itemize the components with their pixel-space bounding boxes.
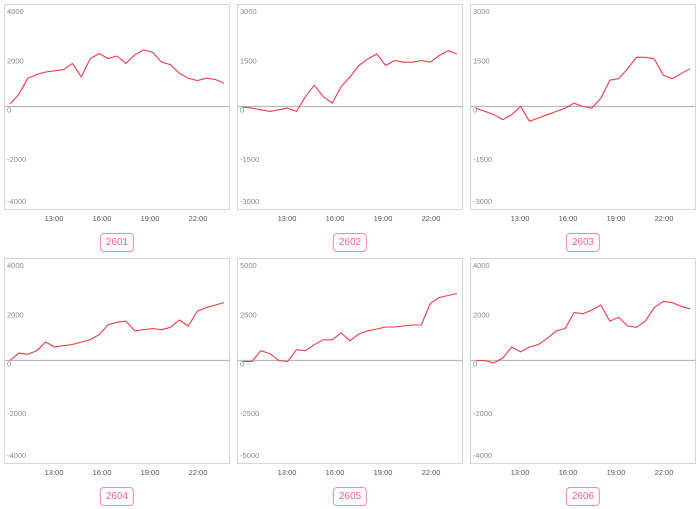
- y-tick-label: -1500: [240, 155, 259, 164]
- chart-svg: 3000 1500 0 -1500 -3000 13:00 16:00 19:00 22:00: [237, 4, 463, 223]
- y-tick-label: -4000: [473, 451, 492, 460]
- y-tick-label: 0: [473, 360, 477, 369]
- y-tick-label: 2000: [7, 310, 24, 319]
- chart-panel-2604: 4000 2000 0 -2000 -4000 13:00 16:00 19:00 22:00 2…: [4, 258, 233, 506]
- x-tick-label: 16:00: [559, 468, 578, 477]
- y-tick-label: -4000: [7, 197, 26, 206]
- x-tick-label: 22:00: [422, 214, 441, 223]
- x-tick-label: 22:00: [655, 468, 674, 477]
- y-tick-label: 4000: [7, 261, 24, 270]
- y-tick-label: 0: [7, 106, 11, 115]
- y-tick-label: 0: [240, 360, 244, 369]
- code-badge-2605[interactable]: 2605: [332, 487, 368, 506]
- x-tick-label: 16:00: [326, 214, 345, 223]
- y-tick-label: -3000: [473, 197, 492, 206]
- y-tick-label: 0: [473, 106, 477, 115]
- x-tick-label: 16:00: [559, 214, 578, 223]
- x-tick-label: 16:00: [93, 468, 112, 477]
- y-tick-label: 3000: [473, 7, 490, 16]
- chart-panel-2606: 4000 2000 0 -2000 -4000 13:00 16:00 19:00 22:00 2…: [470, 258, 699, 506]
- y-tick-label: -2500: [240, 409, 259, 418]
- code-badge-2603[interactable]: 2603: [565, 233, 601, 252]
- x-tick-label: 22:00: [189, 214, 208, 223]
- chart-svg: 4000 2000 0 -2000 -4000 13:00 16:00 19:00 22:00: [4, 258, 230, 477]
- x-tick-label: 22:00: [655, 214, 674, 223]
- y-tick-label: -4000: [7, 451, 26, 460]
- x-tick-label: 19:00: [607, 468, 626, 477]
- series-line: [243, 292, 458, 363]
- series-line: [475, 56, 691, 122]
- x-tick-label: 16:00: [93, 214, 112, 223]
- chart-svg: 3000 1500 0 -1500 -3000 13:00 16:00 19:00 22:00: [470, 4, 696, 223]
- y-tick-label: -2000: [7, 409, 26, 418]
- series-line: [476, 300, 691, 364]
- x-tick-label: 19:00: [374, 468, 393, 477]
- x-tick-label: 13:00: [278, 214, 297, 223]
- code-badge-2601[interactable]: 2601: [99, 233, 135, 252]
- y-tick-label: 1500: [240, 56, 257, 65]
- x-tick-label: 19:00: [374, 214, 393, 223]
- x-tick-label: 16:00: [326, 468, 345, 477]
- y-tick-label: -2000: [473, 409, 492, 418]
- series-line: [9, 49, 225, 105]
- x-tick-label: 22:00: [422, 468, 441, 477]
- chart-svg: 4000 2000 0 -2000 -4000 13:00 16:00 19:00 22:00: [470, 258, 696, 477]
- series-line: [242, 50, 458, 112]
- y-tick-label: 4000: [7, 7, 24, 16]
- x-tick-label: 13:00: [45, 214, 64, 223]
- chart-panel-2602: 3000 1500 0 -1500 -3000 13:00 16:00 19:00 22:00 2…: [237, 4, 466, 252]
- y-tick-label: 2500: [240, 310, 257, 319]
- code-badge-2602[interactable]: 2602: [332, 233, 368, 252]
- x-tick-label: 19:00: [141, 214, 160, 223]
- chart-panel-2601: 4000 2000 0 -2000 -4000 13:00 16:00 19:00 22:00 2…: [4, 4, 233, 252]
- x-tick-label: 13:00: [278, 468, 297, 477]
- y-tick-label: -3000: [240, 197, 259, 206]
- chart-svg: 4000 2000 0 -2000 -4000 13:00 16:00 19:00 22:00: [4, 4, 230, 223]
- x-tick-label: 13:00: [45, 468, 64, 477]
- y-tick-label: 5000: [240, 261, 257, 270]
- x-tick-label: 19:00: [141, 468, 160, 477]
- y-tick-label: -1500: [473, 155, 492, 164]
- y-tick-label: 2000: [7, 56, 24, 65]
- y-tick-label: 1500: [473, 56, 490, 65]
- code-badge-2604[interactable]: 2604: [99, 487, 135, 506]
- chart-panel-2605: 5000 2500 0 -2500 -5000 13:00 16:00 19:00 22:00 2…: [237, 258, 466, 506]
- y-tick-label: 0: [240, 106, 244, 115]
- chart-svg: 5000 2500 0 -2500 -5000 13:00 16:00 19:00 22:00: [237, 258, 463, 477]
- y-tick-label: 2000: [473, 310, 490, 319]
- x-tick-label: 13:00: [511, 468, 530, 477]
- series-line: [9, 302, 225, 361]
- y-tick-label: 4000: [473, 261, 490, 270]
- code-badge-2606[interactable]: 2606: [565, 487, 601, 506]
- x-tick-label: 19:00: [607, 214, 626, 223]
- chart-panel-2603: 3000 1500 0 -1500 -3000 13:00 16:00 19:00 22:00 2…: [470, 4, 699, 252]
- y-tick-label: -2000: [7, 155, 26, 164]
- x-tick-label: 22:00: [189, 468, 208, 477]
- y-tick-label: -5000: [240, 451, 259, 460]
- y-tick-label: 0: [7, 360, 11, 369]
- y-tick-label: 3000: [240, 7, 257, 16]
- x-tick-label: 13:00: [511, 214, 530, 223]
